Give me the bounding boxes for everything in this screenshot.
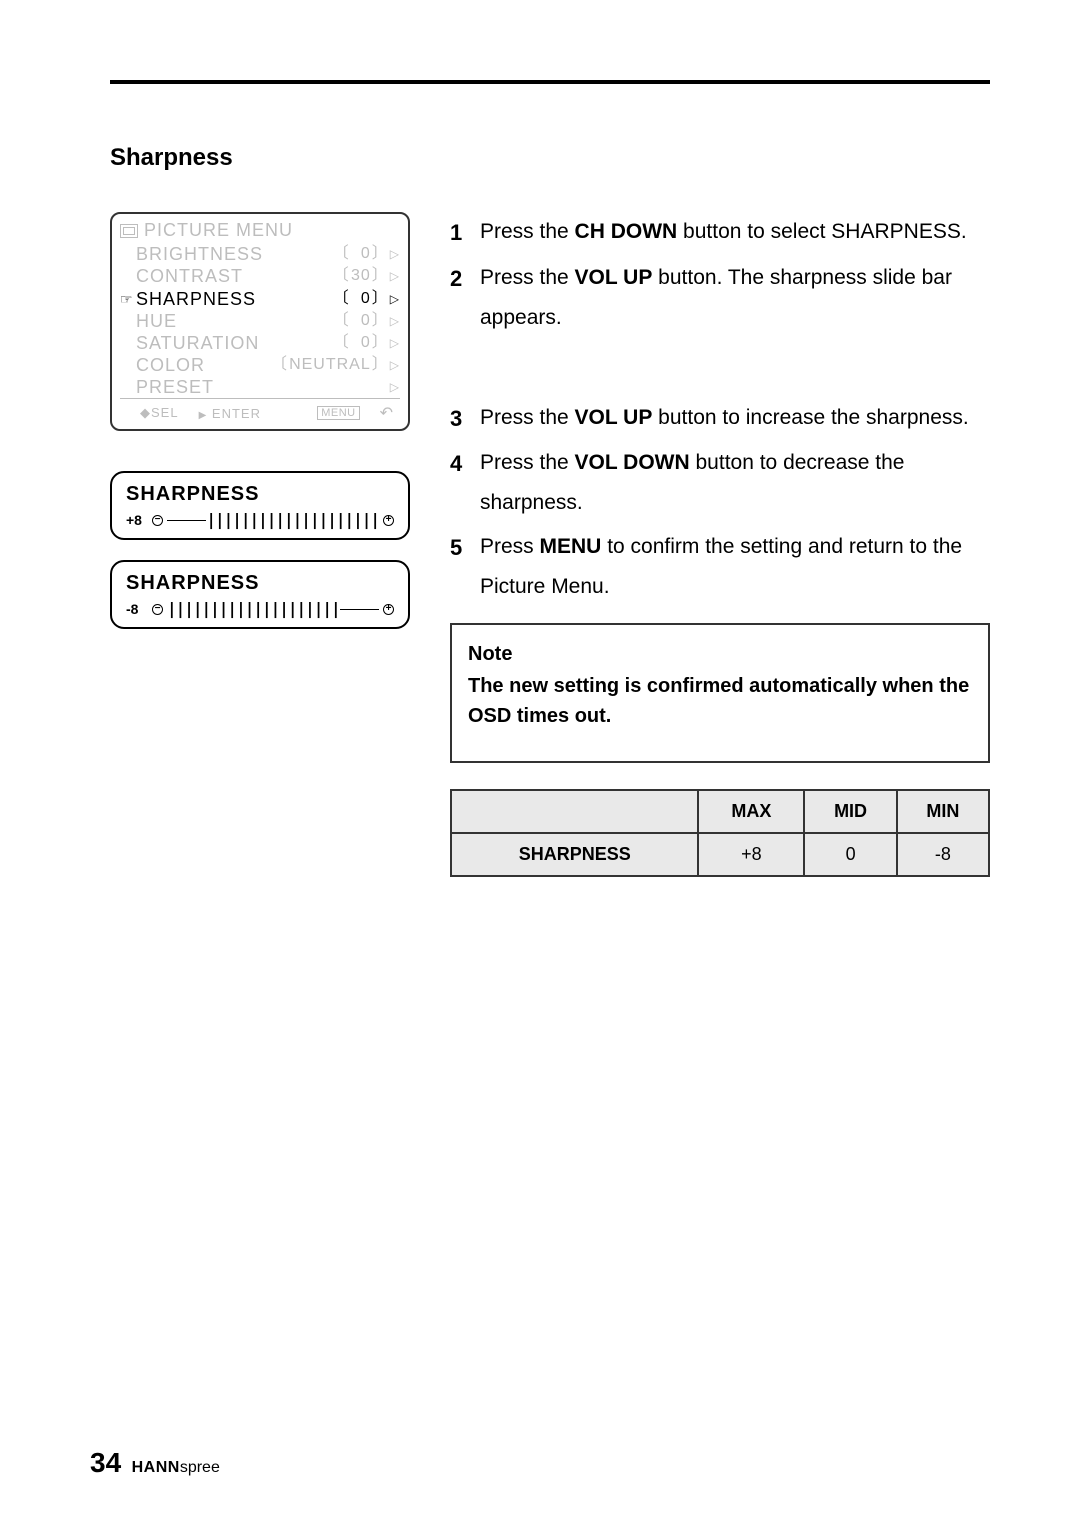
osd-picture-menu: PICTURE MENU BRIGHTNESS 〔0〕▷ CONTRAST 〔30〕▷… bbox=[110, 212, 410, 431]
page-footer: 34 HANNspree bbox=[90, 1447, 220, 1479]
picture-icon bbox=[120, 224, 138, 238]
osd-label: SHARPNESS bbox=[136, 288, 256, 310]
step-number: 5 bbox=[450, 527, 466, 607]
minus-icon: − bbox=[152, 604, 163, 615]
slider-title: SHARPNESS bbox=[126, 572, 394, 595]
table-cell-max: +8 bbox=[698, 833, 804, 876]
right-column: 1 Press the CH DOWN button to select SHAR… bbox=[450, 212, 990, 877]
page-number: 34 bbox=[90, 1447, 121, 1478]
step-item: 3 Press the VOL UP button to increase the… bbox=[450, 398, 990, 440]
slider-row: -8−|||||||||||||||||||| + bbox=[126, 601, 394, 617]
plus-icon: + bbox=[383, 515, 394, 526]
osd-label: CONTRAST bbox=[136, 265, 243, 287]
menu-badge: MENU bbox=[317, 406, 359, 420]
table-cell-min: -8 bbox=[897, 833, 989, 876]
table-header-mid: MID bbox=[804, 790, 896, 833]
range-table: MAX MID MIN SHARPNESS +8 0 -8 bbox=[450, 789, 990, 877]
step-item: 2Press the VOL UP button. The sharpness … bbox=[450, 258, 990, 338]
pointer-icon: ☞ bbox=[120, 287, 136, 310]
osd-title-row: PICTURE MENU bbox=[120, 218, 400, 243]
osd-row: HUE 〔0〕▷ bbox=[120, 310, 400, 332]
osd-value-group: 〔0〕▷ bbox=[333, 332, 400, 354]
osd-footer: ◆SEL ▶ ENTER MENU ↶ bbox=[120, 398, 400, 425]
slider-row: +8−|||||||||||||||||||| + bbox=[126, 512, 394, 528]
enter-hint: ▶ ENTER bbox=[199, 406, 261, 421]
table-header-row: MAX MID MIN bbox=[451, 790, 989, 833]
step-item: 4Press the VOL DOWN button to decrease t… bbox=[450, 443, 990, 523]
step-number: 4 bbox=[450, 443, 466, 523]
steps-list-a: 1 Press the CH DOWN button to select SHAR… bbox=[450, 212, 990, 338]
back-arrow-icon: ↶ bbox=[380, 403, 394, 423]
step-text: Press the CH DOWN button to select SHARP… bbox=[480, 212, 990, 254]
sharpness-slider-box: SHARPNESS -8−|||||||||||||||||||| + bbox=[110, 560, 410, 629]
osd-value-group: 〔NEUTRAL〕▷ bbox=[271, 354, 400, 376]
slider-title: SHARPNESS bbox=[126, 483, 394, 506]
step-text: Press the VOL UP button. The sharpness s… bbox=[480, 258, 990, 338]
slider-track: |||||||||||||||||||| bbox=[167, 514, 379, 526]
osd-row-color: COLOR 〔NEUTRAL〕▷ bbox=[120, 354, 400, 376]
slider-value: +8 bbox=[126, 512, 148, 528]
brand-light: spree bbox=[180, 1459, 220, 1476]
step-item: 5Press MENU to confirm the setting and r… bbox=[450, 527, 990, 607]
left-column: PICTURE MENU BRIGHTNESS 〔0〕▷ CONTRAST 〔30〕▷… bbox=[110, 212, 410, 877]
table-row: SHARPNESS +8 0 -8 bbox=[451, 833, 989, 876]
sharpness-slider-box: SHARPNESS +8−|||||||||||||||||||| + bbox=[110, 471, 410, 540]
osd-label: COLOR bbox=[136, 354, 205, 376]
section-title: Sharpness bbox=[110, 144, 990, 172]
two-column-layout: PICTURE MENU BRIGHTNESS 〔0〕▷ CONTRAST 〔30〕▷… bbox=[110, 212, 990, 877]
osd-title-text: PICTURE MENU bbox=[144, 220, 293, 241]
osd-value-group: 〔0〕▷ bbox=[333, 243, 400, 265]
sel-hint: ◆SEL bbox=[140, 405, 179, 421]
plus-icon: + bbox=[383, 604, 394, 615]
steps-list-b: 3 Press the VOL UP button to increase the… bbox=[450, 398, 990, 607]
table-header-empty bbox=[451, 790, 698, 833]
table-row-label: SHARPNESS bbox=[451, 833, 698, 876]
osd-label: SATURATION bbox=[136, 332, 259, 354]
note-body: The new setting is confirmed automatical… bbox=[468, 671, 972, 731]
step-number: 2 bbox=[450, 258, 466, 338]
step-text: Press MENU to confirm the setting and re… bbox=[480, 527, 990, 607]
table-header-max: MAX bbox=[698, 790, 804, 833]
step-text: Press the VOL UP button to increase the … bbox=[480, 398, 990, 440]
slider-value: -8 bbox=[126, 601, 148, 617]
page: Sharpness PICTURE MENU BRIGHTNESS〔0〕▷CON… bbox=[0, 0, 1080, 917]
note-box: Note The new setting is confirmed automa… bbox=[450, 623, 990, 763]
osd-row: CONTRAST 〔30〕▷ bbox=[120, 265, 400, 287]
osd-color-value: NEUTRAL bbox=[289, 354, 371, 376]
slider-track: |||||||||||||||||||| bbox=[167, 603, 379, 615]
note-title: Note bbox=[468, 639, 972, 669]
step-number: 3 bbox=[450, 398, 466, 440]
step-item: 1 Press the CH DOWN button to select SHAR… bbox=[450, 212, 990, 254]
osd-row: BRIGHTNESS 〔0〕▷ bbox=[120, 243, 400, 265]
osd-label: HUE bbox=[136, 310, 177, 332]
osd-label: PRESET bbox=[136, 376, 214, 398]
table-cell-mid: 0 bbox=[804, 833, 896, 876]
step-number: 1 bbox=[450, 212, 466, 254]
step-text: Press the VOL DOWN button to decrease th… bbox=[480, 443, 990, 523]
osd-value-group: 〔0〕▷ bbox=[333, 288, 400, 310]
table-header-min: MIN bbox=[897, 790, 989, 833]
osd-row: SATURATION 〔0〕▷ bbox=[120, 332, 400, 354]
horizontal-rule bbox=[110, 80, 990, 84]
osd-label: BRIGHTNESS bbox=[136, 243, 263, 265]
osd-value-group: 〔30〕▷ bbox=[333, 265, 400, 287]
osd-value-group: 〔0〕▷ bbox=[333, 310, 400, 332]
brand-bold: HANN bbox=[132, 1459, 180, 1476]
osd-row: ☞SHARPNESS 〔0〕▷ bbox=[120, 287, 400, 310]
osd-row-preset: PRESET ▷ bbox=[120, 376, 400, 398]
minus-icon: − bbox=[152, 515, 163, 526]
